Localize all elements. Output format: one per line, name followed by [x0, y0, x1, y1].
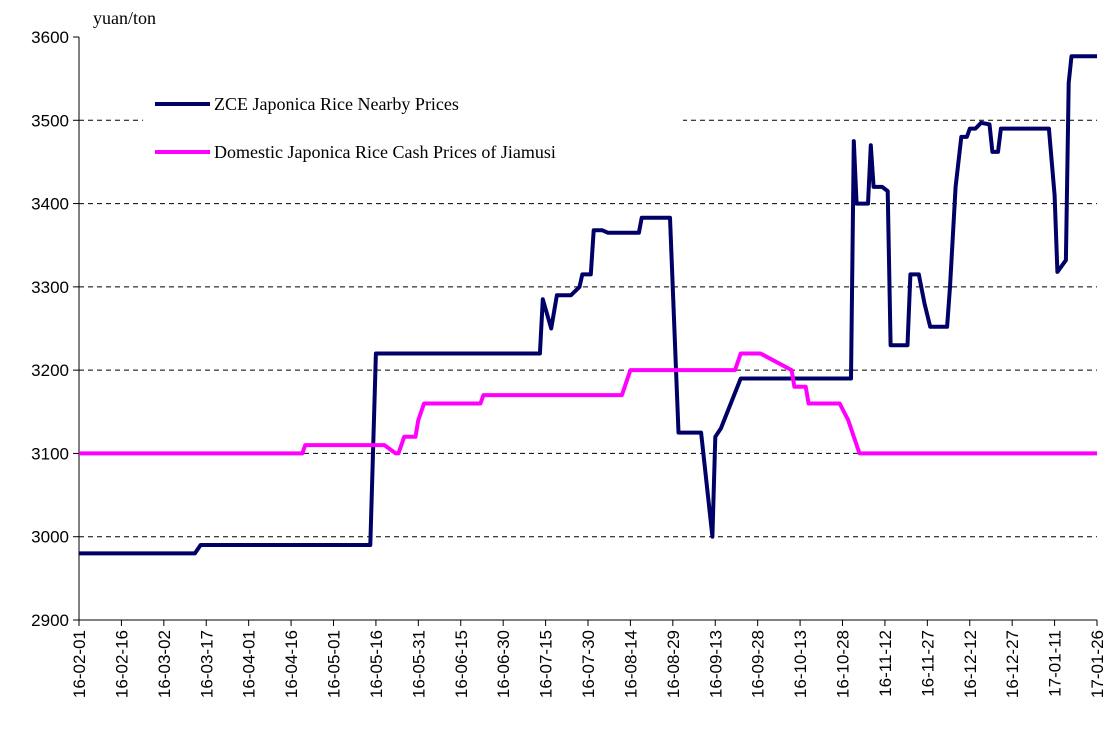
x-tick-label: 17-01-26 — [1088, 630, 1107, 698]
x-tick-label: 16-08-14 — [621, 630, 640, 698]
x-tick-label: 16-06-15 — [452, 630, 471, 698]
legend-label: ZCE Japonica Rice Nearby Prices — [214, 94, 459, 114]
x-tick-label: 16-09-13 — [706, 630, 725, 698]
x-tick-label: 16-10-28 — [834, 630, 853, 698]
x-tick-label: 16-03-02 — [155, 630, 174, 698]
x-tick-label: 16-07-30 — [579, 630, 598, 698]
series-line — [79, 351, 1097, 456]
x-tick-label: 16-05-31 — [409, 630, 428, 698]
x-tick-label: 16-06-30 — [494, 630, 513, 698]
y-tick-label: 3500 — [31, 111, 69, 130]
y-tick-label: 3000 — [31, 528, 69, 547]
x-tick-label: 16-12-12 — [961, 630, 980, 698]
y-tick-label: 3300 — [31, 278, 69, 297]
x-tick-label: 16-11-27 — [918, 630, 937, 697]
y-tick-label: 2900 — [31, 611, 69, 630]
x-tick-label: 16-05-16 — [367, 630, 386, 698]
x-tick-label: 16-02-16 — [112, 630, 131, 698]
x-tick-label: 16-02-01 — [70, 630, 89, 698]
x-tick-label: 16-11-12 — [876, 630, 895, 697]
x-tick-label: 16-05-01 — [325, 630, 344, 698]
x-tick-label: 16-04-16 — [282, 630, 301, 698]
x-tick-label: 16-07-15 — [537, 630, 556, 698]
x-tick-label: 17-01-11 — [1046, 630, 1065, 697]
y-tick-label: 3200 — [31, 361, 69, 380]
x-tick-label: 16-10-13 — [791, 630, 810, 698]
x-tick-label: 16-09-28 — [749, 630, 768, 698]
y-tick-label: 3100 — [31, 444, 69, 463]
x-tick-label: 16-08-29 — [664, 630, 683, 698]
x-tick-label: 16-03-17 — [197, 630, 216, 698]
x-tick-label: 16-12-27 — [1003, 630, 1022, 698]
y-unit-label: yuan/ton — [93, 8, 156, 28]
x-tick-label: 16-04-01 — [240, 630, 259, 698]
legend-box — [143, 80, 683, 180]
legend-label: Domestic Japonica Rice Cash Prices of Ji… — [214, 142, 556, 162]
series-line — [79, 54, 1097, 556]
y-tick-label: 3600 — [31, 28, 69, 47]
y-tick-label: 3400 — [31, 195, 69, 214]
